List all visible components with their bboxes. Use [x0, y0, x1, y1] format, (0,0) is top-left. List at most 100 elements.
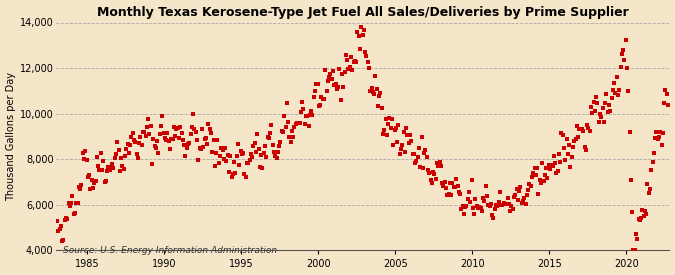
Point	[608, 87, 618, 92]
Point	[356, 25, 367, 29]
Point	[252, 132, 263, 136]
Point	[304, 113, 315, 117]
Point	[131, 152, 142, 156]
Point	[576, 127, 587, 131]
Point	[265, 130, 275, 135]
Point	[121, 147, 132, 151]
Point	[333, 84, 344, 89]
Point	[260, 144, 271, 148]
Point	[262, 135, 273, 139]
Point	[380, 117, 391, 121]
Point	[112, 140, 123, 144]
Point	[269, 150, 279, 154]
Point	[585, 129, 595, 133]
Point	[182, 145, 192, 150]
Point	[639, 214, 649, 218]
Point	[535, 181, 546, 186]
Point	[253, 147, 264, 152]
Point	[111, 151, 122, 156]
Point	[271, 155, 282, 160]
Point	[406, 139, 416, 144]
Point	[199, 137, 210, 141]
Point	[51, 219, 62, 224]
Point	[470, 197, 481, 202]
Point	[425, 178, 436, 182]
Point	[296, 110, 306, 115]
Point	[616, 52, 627, 57]
Point	[603, 103, 614, 107]
Point	[158, 131, 169, 135]
Point	[248, 144, 259, 148]
Point	[583, 126, 594, 130]
Point	[192, 138, 202, 142]
Point	[511, 187, 522, 191]
Point	[219, 156, 230, 161]
Point	[457, 204, 468, 209]
Point	[561, 137, 572, 141]
Point	[466, 178, 477, 182]
Point	[266, 123, 277, 127]
Point	[653, 134, 664, 139]
Point	[86, 177, 97, 182]
Point	[433, 164, 443, 168]
Point	[519, 196, 530, 200]
Point	[57, 239, 68, 243]
Point	[408, 152, 419, 156]
Point	[256, 153, 267, 157]
Point	[379, 128, 389, 133]
Point	[535, 178, 545, 183]
Point	[162, 131, 173, 136]
Point	[424, 171, 435, 175]
Point	[639, 209, 650, 213]
Point	[62, 216, 73, 221]
Point	[568, 145, 578, 149]
Point	[298, 107, 309, 111]
Point	[128, 130, 138, 135]
Point	[461, 204, 472, 208]
Point	[196, 127, 207, 131]
Point	[275, 139, 286, 144]
Point	[618, 47, 628, 52]
Point	[545, 167, 556, 171]
Point	[411, 159, 422, 163]
Point	[113, 148, 124, 152]
Point	[108, 166, 119, 170]
Point	[163, 139, 174, 143]
Point	[641, 211, 651, 216]
Point	[72, 201, 83, 205]
Point	[280, 125, 291, 129]
Point	[650, 136, 661, 140]
Point	[450, 185, 460, 189]
Point	[498, 201, 509, 205]
Point	[612, 75, 622, 79]
Point	[502, 196, 513, 200]
Point	[61, 215, 72, 220]
Point	[98, 159, 109, 163]
Point	[152, 139, 163, 144]
Point	[626, 178, 637, 183]
Point	[410, 160, 421, 165]
Text: Source: U.S. Energy Information Administration: Source: U.S. Energy Information Administ…	[63, 246, 277, 255]
Point	[657, 131, 668, 136]
Point	[488, 216, 499, 221]
Point	[478, 196, 489, 200]
Point	[485, 202, 496, 206]
Point	[448, 185, 459, 189]
Point	[628, 248, 639, 252]
Point	[558, 133, 568, 137]
Point	[81, 158, 92, 163]
Point	[528, 171, 539, 175]
Point	[185, 132, 196, 136]
Point	[319, 97, 329, 101]
Point	[441, 186, 452, 190]
Point	[388, 143, 399, 147]
Point	[230, 170, 241, 175]
Point	[161, 138, 171, 142]
Point	[572, 123, 583, 128]
Point	[624, 130, 635, 134]
Point	[361, 54, 372, 59]
Point	[400, 150, 410, 154]
Point	[529, 166, 540, 170]
Point	[431, 161, 442, 166]
Point	[392, 140, 402, 144]
